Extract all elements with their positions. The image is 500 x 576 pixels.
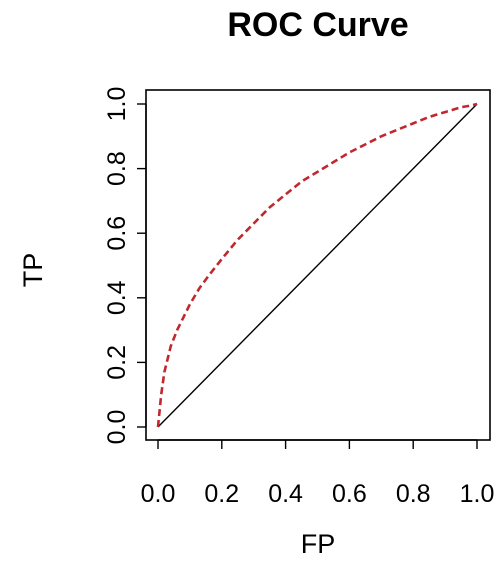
diagonal-reference-line	[157, 103, 478, 428]
y-tick-label: 0.0	[103, 410, 131, 445]
y-tick-label: 0.4	[103, 280, 131, 315]
x-tick-label: 0.2	[204, 480, 239, 508]
roc-curve-line	[156, 102, 478, 428]
x-axis-label: FP	[301, 529, 336, 559]
x-tick-label: 0.0	[141, 480, 176, 508]
y-tick-label: 0.6	[103, 216, 131, 251]
y-axis: 0.0 0.2 0.4 0.6 0.8 1.0	[103, 87, 147, 445]
roc-curve-layer	[156, 102, 478, 428]
x-tick-label: 1.0	[460, 480, 495, 508]
y-axis-label: TP	[18, 253, 48, 288]
y-tick-label: 1.0	[103, 87, 131, 122]
x-tick-label: 0.6	[332, 480, 367, 508]
chart-title: ROC Curve	[227, 6, 408, 44]
x-tick-label: 0.8	[396, 480, 431, 508]
x-axis: 0.0 0.2 0.4 0.6 0.8 1.0	[141, 439, 495, 508]
y-tick-label: 0.2	[103, 345, 131, 380]
diagonal-line-layer	[157, 103, 478, 428]
x-tick-label: 0.4	[268, 480, 303, 508]
plot-area	[145, 89, 491, 441]
y-tick-label: 0.8	[103, 151, 131, 186]
